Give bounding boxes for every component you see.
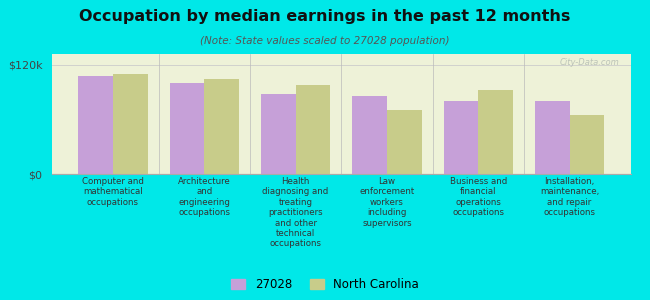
Bar: [113, 74, 148, 174]
Text: (Note: State values scaled to 27028 population): (Note: State values scaled to 27028 popu…: [200, 36, 450, 46]
Text: Installation,
maintenance,
and repair
occupations: Installation, maintenance, and repair oc…: [540, 177, 599, 217]
Text: City-Data.com: City-Data.com: [559, 58, 619, 67]
Bar: [535, 101, 569, 174]
Bar: [443, 101, 478, 174]
Text: Occupation by median earnings in the past 12 months: Occupation by median earnings in the pas…: [79, 9, 571, 24]
Legend: 27028, North Carolina: 27028, North Carolina: [231, 278, 419, 291]
Bar: [296, 85, 330, 174]
Bar: [261, 94, 296, 174]
Bar: [387, 110, 422, 174]
Text: Health
diagnosing and
treating
practitioners
and other
technical
occupations: Health diagnosing and treating practitio…: [263, 177, 329, 248]
Text: Computer and
mathematical
occupations: Computer and mathematical occupations: [82, 177, 144, 207]
Text: Business and
financial
operations
occupations: Business and financial operations occupa…: [450, 177, 507, 217]
Text: Architecture
and
engineering
occupations: Architecture and engineering occupations: [178, 177, 231, 217]
Bar: [78, 76, 113, 174]
Bar: [569, 115, 604, 174]
Bar: [204, 80, 239, 174]
Text: Law
enforcement
workers
including
supervisors: Law enforcement workers including superv…: [359, 177, 415, 228]
Bar: [478, 90, 513, 174]
Bar: [170, 83, 204, 174]
Bar: [352, 96, 387, 174]
